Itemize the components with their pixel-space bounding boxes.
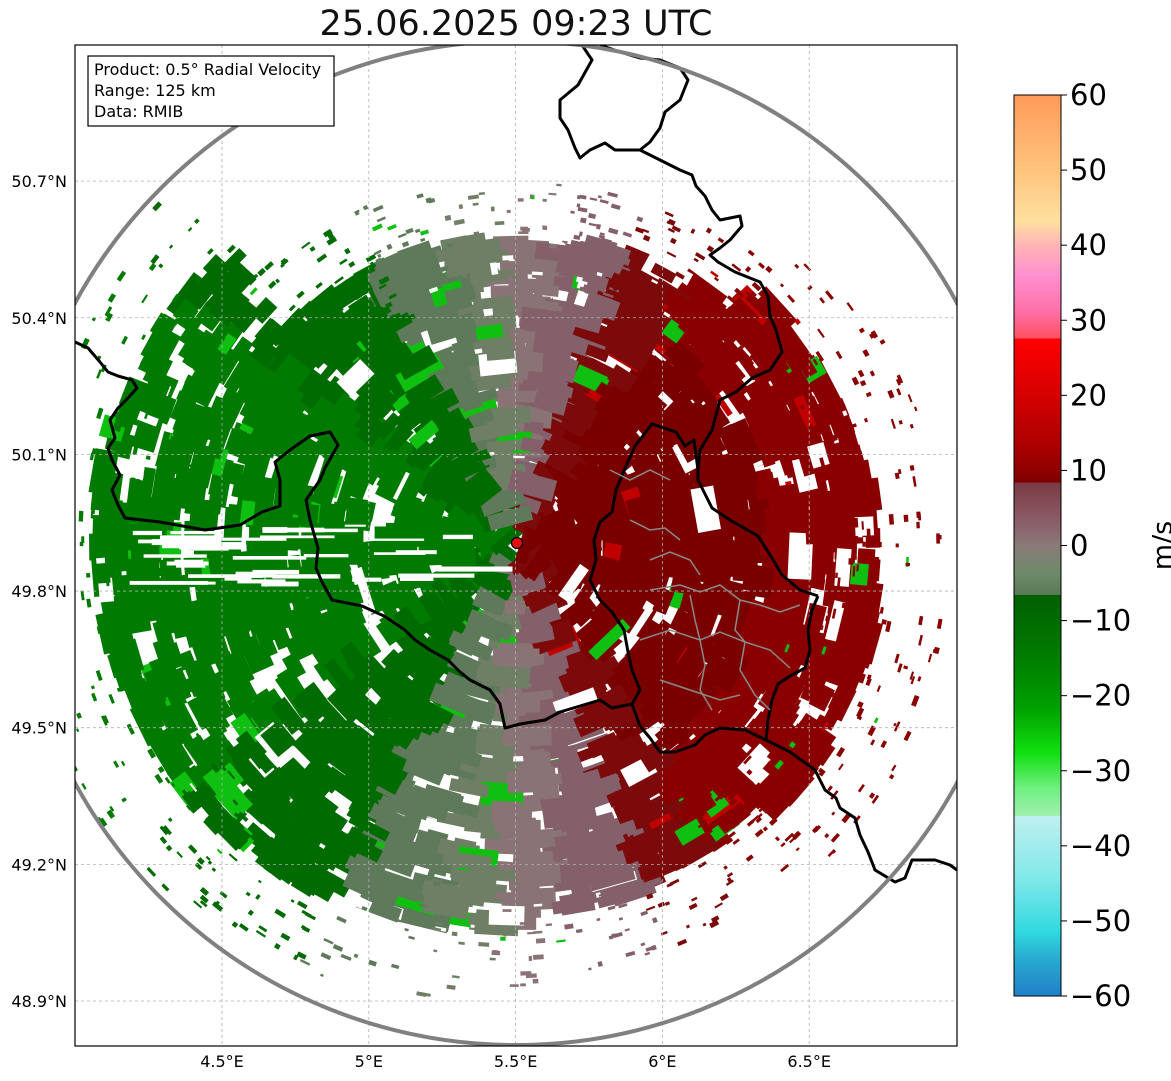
lon-tick-label: 5.5°E <box>494 1052 538 1071</box>
radar-site-marker <box>510 536 524 550</box>
colorbar-tick: −30 <box>1070 754 1131 788</box>
lat-tick-label: 49.2°N <box>11 855 67 874</box>
border-southeast <box>765 738 957 884</box>
info-data-source: Data: RMIB <box>94 102 183 121</box>
info-range: Range: 125 km <box>94 81 216 100</box>
lat-tick-label: 48.9°N <box>11 992 67 1011</box>
lon-tick-label: 4.5°E <box>200 1052 244 1071</box>
latitude-tick-labels: 48.9°N 49.2°N 49.5°N 49.8°N 50.1°N 50.4°N 50.7… <box>11 172 67 1011</box>
map-frame <box>74 44 958 1047</box>
colorbar-ramp <box>1013 94 1062 997</box>
colorbar-tick: −60 <box>1070 979 1131 1013</box>
colorbar: 60 50 40 30 20 10 0 −10 −20 −30 −40 −50 −60 <box>1013 78 1131 1013</box>
colorbar-tick: 40 <box>1070 228 1107 262</box>
border-north <box>558 45 784 471</box>
colorbar-tick-labels: 60 50 40 30 20 10 0 −10 −20 −30 −40 −50 −60 <box>1061 78 1131 1013</box>
colorbar-tick: 10 <box>1070 453 1107 487</box>
velocity-echo-layer <box>75 183 943 998</box>
range-ring <box>75 45 957 1046</box>
lat-tick-label: 50.7°N <box>11 172 67 191</box>
info-product: Product: 0.5° Radial Velocity <box>94 60 321 79</box>
longitude-tick-labels: 4.5°E 5°E 5.5°E 6°E 6.5°E <box>200 1052 831 1071</box>
admin-boundaries <box>609 469 801 711</box>
lat-tick-label: 50.4°N <box>11 309 67 328</box>
lon-tick-label: 6°E <box>648 1052 676 1071</box>
map-title: 25.06.2025 09:23 UTC <box>319 4 713 44</box>
border-west <box>75 340 819 730</box>
colorbar-label: m/s <box>1147 520 1171 571</box>
country-borders <box>75 45 957 884</box>
colorbar-tick: −40 <box>1070 829 1131 863</box>
lon-tick-label: 5°E <box>355 1052 383 1071</box>
info-box: Product: 0.5° Radial Velocity Range: 125… <box>87 55 335 127</box>
colorbar-tick: 0 <box>1070 529 1088 563</box>
lat-tick-label: 49.5°N <box>11 719 67 738</box>
colorbar-tick: 30 <box>1070 303 1107 337</box>
graticule <box>75 45 957 1046</box>
lat-tick-label: 49.8°N <box>11 582 67 601</box>
colorbar-tick: 20 <box>1070 378 1107 412</box>
lat-tick-label: 50.1°N <box>11 445 67 464</box>
lon-tick-label: 6.5°E <box>787 1052 831 1071</box>
colorbar-tick: −20 <box>1070 679 1131 713</box>
colorbar-tick: 50 <box>1070 153 1107 187</box>
colorbar-tick: −50 <box>1070 904 1131 938</box>
colorbar-tick: 60 <box>1070 78 1107 112</box>
colorbar-tick: −10 <box>1070 604 1131 638</box>
